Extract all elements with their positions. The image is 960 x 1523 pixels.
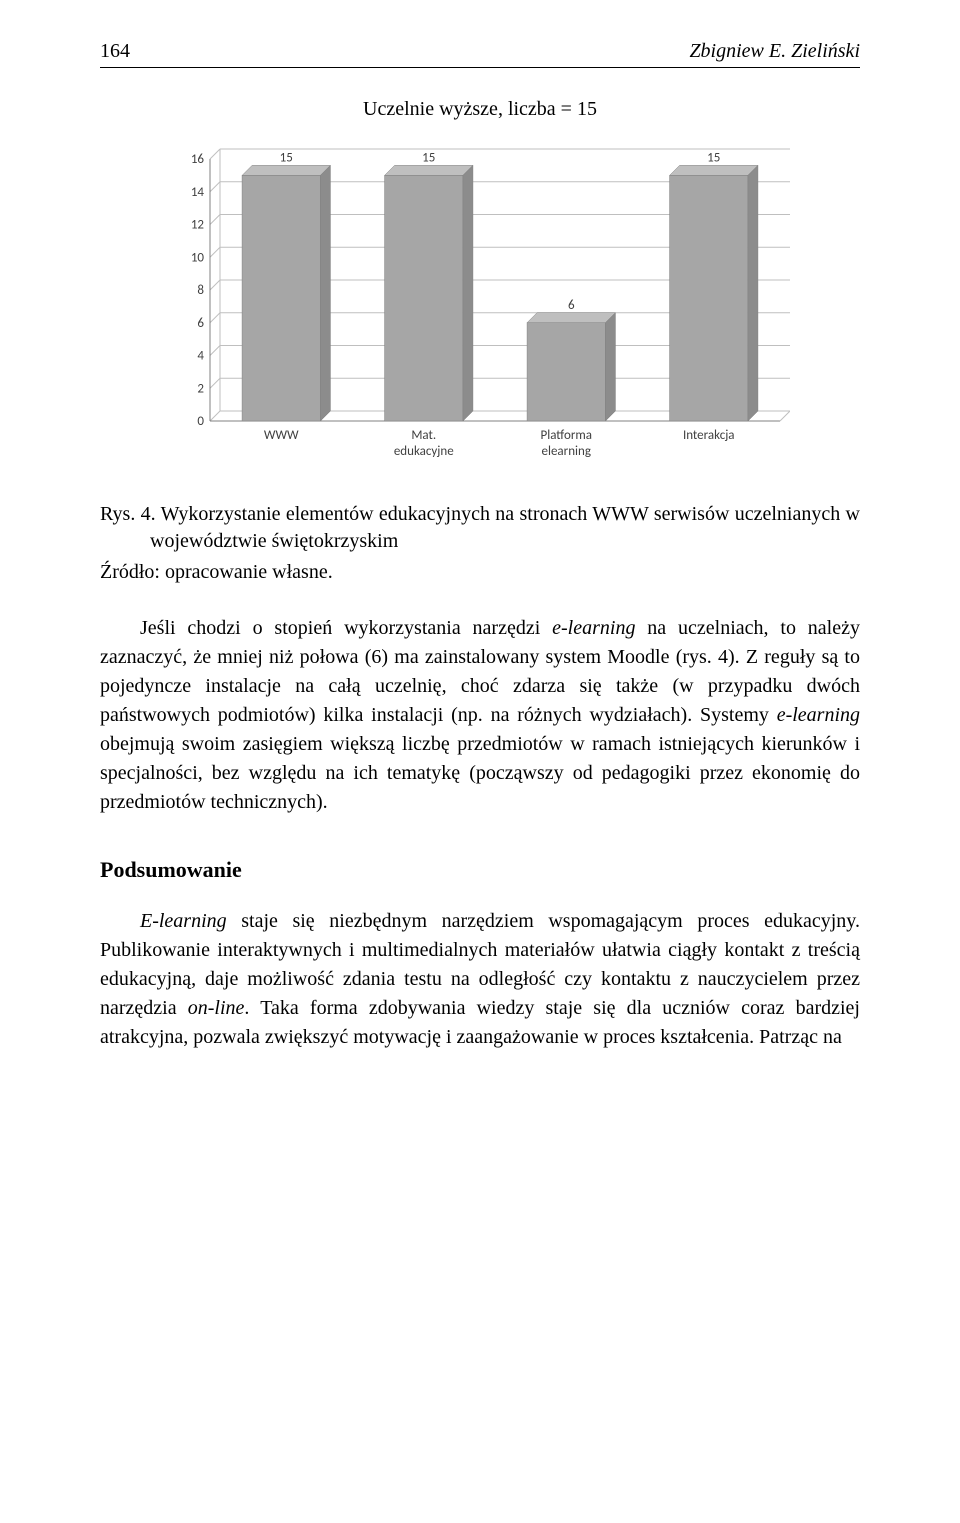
svg-text:Platforma: Platforma xyxy=(541,428,593,443)
svg-text:8: 8 xyxy=(197,283,204,298)
svg-text:16: 16 xyxy=(191,152,205,167)
figure-label: Rys. 4. xyxy=(100,503,156,525)
source-label: Źródło: xyxy=(100,561,160,583)
chart-title: Uczelnie wyższe, liczba = 15 xyxy=(100,98,860,121)
svg-text:elearning: elearning xyxy=(542,444,591,459)
svg-text:15: 15 xyxy=(422,150,435,165)
svg-text:15: 15 xyxy=(707,150,720,165)
page-number: 164 xyxy=(100,40,130,63)
svg-text:15: 15 xyxy=(280,150,293,165)
body-paragraph-1: Jeśli chodzi o stopień wykorzystania nar… xyxy=(100,614,860,817)
page-header: 164 Zbigniew E. Zieliński xyxy=(100,40,860,68)
svg-text:edukacyjne: edukacyjne xyxy=(394,444,454,459)
body-paragraph-2: E-learning staje się niezbędnym narzędzi… xyxy=(100,907,860,1052)
svg-text:Interakcja: Interakcja xyxy=(683,428,735,443)
svg-text:12: 12 xyxy=(191,218,205,233)
source-text: opracowanie własne. xyxy=(165,561,333,583)
svg-text:Mat.: Mat. xyxy=(411,428,436,443)
svg-text:6: 6 xyxy=(568,298,575,313)
svg-text:4: 4 xyxy=(197,349,204,364)
svg-text:0: 0 xyxy=(197,414,204,429)
svg-text:6: 6 xyxy=(197,316,204,331)
figure-caption: Rys. 4. Wykorzystanie elementów edukacyj… xyxy=(100,501,860,555)
author-name: Zbigniew E. Zieliński xyxy=(689,40,860,63)
svg-text:WWW: WWW xyxy=(264,428,299,443)
bar-chart: 0 2 4 6 8 10 12 14 16 15 WWW 15 Mat.edukacyjne 6 Platf… xyxy=(100,141,860,471)
figure-caption-text: Wykorzystanie elementów edukacyjnych na … xyxy=(150,503,860,552)
figure-source: Źródło: opracowanie własne. xyxy=(100,561,860,584)
section-heading: Podsumowanie xyxy=(100,857,860,883)
svg-text:14: 14 xyxy=(191,185,205,200)
svg-text:2: 2 xyxy=(197,381,204,396)
svg-text:10: 10 xyxy=(191,250,205,265)
